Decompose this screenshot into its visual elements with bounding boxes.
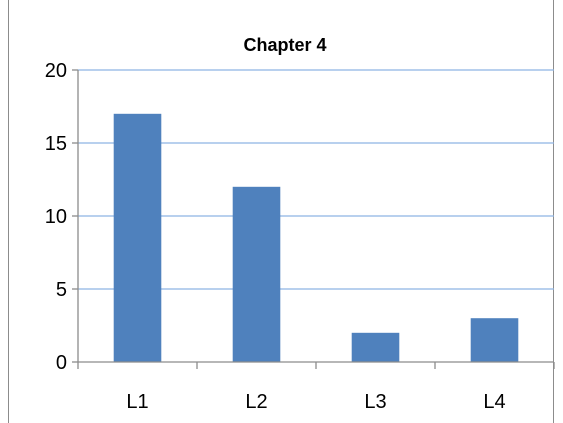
bar-L1 <box>113 113 162 362</box>
chart-frame: Chapter 4 0 5 10 15 20 L1 L2 L3 L4 <box>8 0 555 423</box>
x-tick-label-L1: L1 <box>126 391 148 413</box>
bars <box>113 113 519 362</box>
bar-L3 <box>351 332 400 362</box>
x-tick-label-L2: L2 <box>245 391 267 413</box>
x-tick-label-L3: L3 <box>364 391 386 413</box>
bar-L2 <box>232 186 281 362</box>
y-tick-label-5: 5 <box>56 279 67 301</box>
x-tick-labels: L1 L2 L3 L4 <box>126 391 505 413</box>
chart-title: Chapter 4 <box>243 35 326 55</box>
x-tick-label-L4: L4 <box>483 391 505 413</box>
y-tick-label-15: 15 <box>45 133 67 155</box>
bar-L4 <box>470 318 519 362</box>
y-tick-label-10: 10 <box>45 206 67 228</box>
y-tick-label-0: 0 <box>56 352 67 374</box>
bar-chart: Chapter 4 0 5 10 15 20 L1 L2 L3 L4 <box>45 35 555 413</box>
axes <box>72 69 555 369</box>
y-tick-label-20: 20 <box>45 60 67 82</box>
y-tick-labels: 0 5 10 15 20 <box>45 60 67 374</box>
